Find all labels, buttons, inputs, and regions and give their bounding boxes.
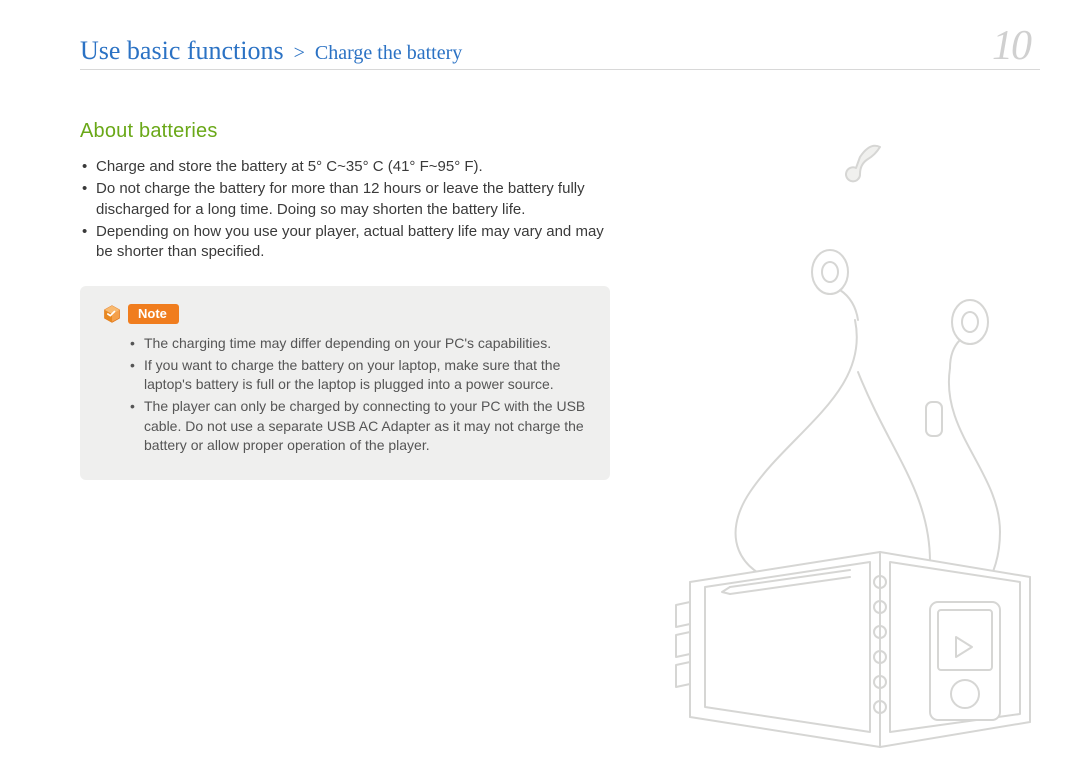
page-header: Use basic functions > Charge the battery… — [80, 22, 1040, 70]
breadcrumb-sub: Charge the battery — [315, 42, 462, 65]
decorative-illustration — [630, 132, 1060, 752]
battery-bullets: Charge and store the battery at 5° C~35°… — [80, 157, 620, 262]
note-items: The charging time may differ depending o… — [102, 334, 588, 456]
note-cube-icon — [102, 304, 122, 324]
list-item: Do not charge the battery for more than … — [80, 179, 620, 220]
note-badge: Note — [102, 304, 179, 324]
list-item: Charge and store the battery at 5° C~35°… — [80, 157, 620, 177]
list-item: Depending on how you use your player, ac… — [80, 222, 620, 263]
list-item: If you want to charge the battery on you… — [130, 356, 588, 395]
breadcrumb-main: Use basic functions — [80, 36, 284, 66]
page-number: 10 — [992, 22, 1030, 70]
list-item: The player can only be charged by connec… — [130, 397, 588, 456]
note-label: Note — [128, 304, 179, 324]
list-item: The charging time may differ depending o… — [130, 334, 588, 354]
note-box: Note The charging time may differ depend… — [80, 286, 610, 480]
breadcrumb-separator: > — [294, 42, 305, 65]
content-column: About batteries Charge and store the bat… — [80, 120, 620, 480]
section-title: About batteries — [80, 120, 620, 143]
breadcrumb: Use basic functions > Charge the battery — [80, 36, 462, 66]
